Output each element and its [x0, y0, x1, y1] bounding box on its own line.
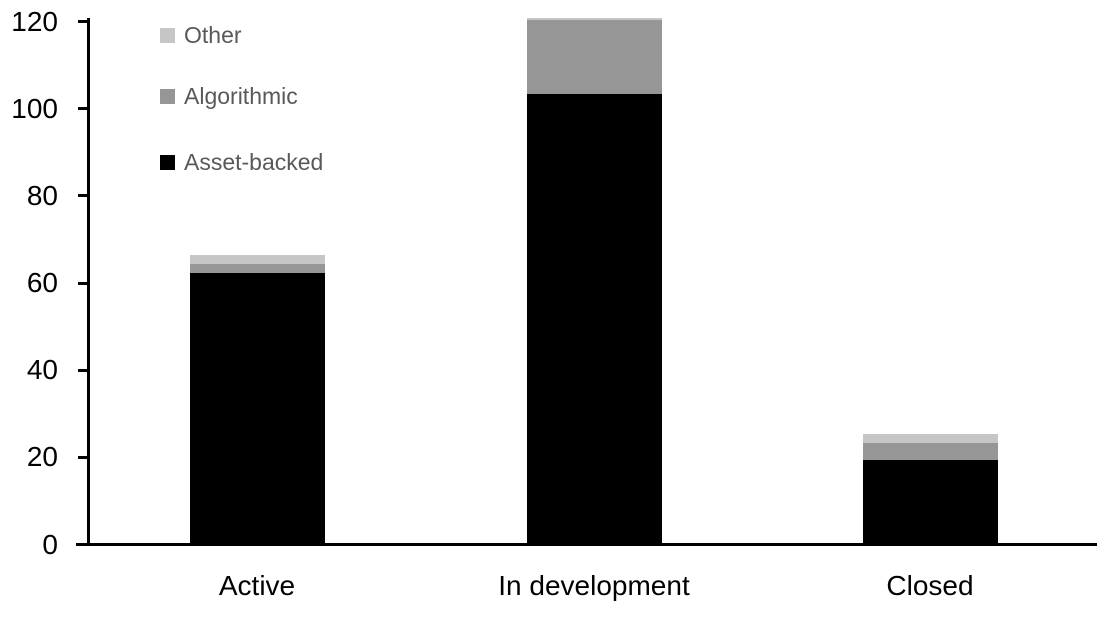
y-tick-mark-40: [78, 368, 87, 372]
y-axis-tick-label-120: 120: [11, 5, 58, 37]
y-axis-tick-label-100: 100: [11, 92, 58, 124]
y-axis-tick-label-80: 80: [26, 179, 58, 211]
x-axis-category-label-active: Active: [218, 570, 296, 601]
y-tick-mark-120: [78, 20, 87, 23]
bar-segment-active-other: [189, 255, 325, 265]
bar-segment-in-development-asset-backed: [526, 94, 662, 543]
bar-segment-in-development-other: [526, 17, 662, 20]
bar-segment-in-development-algorithmic: [526, 20, 662, 95]
x-axis-category-label-closed: Closed: [886, 570, 974, 601]
legend-item-algorithmic: Algorithmic: [160, 83, 298, 110]
y-tick-mark-100: [78, 107, 87, 111]
x-axis: [76, 543, 1097, 546]
legend-item-other: Other: [160, 22, 242, 49]
bar-segment-closed-other: [862, 434, 998, 443]
bar-segment-active-algorithmic: [189, 264, 325, 273]
y-axis-tick-label-60: 60: [26, 267, 58, 298]
legend-item-asset-backed: Asset-backed: [160, 149, 323, 176]
y-axis-tick-label-40: 40: [26, 354, 58, 386]
legend-label-algorithmic: Algorithmic: [184, 83, 298, 109]
y-axis-tick-label-0: 0: [42, 528, 58, 560]
y-tick-mark-0: [78, 543, 87, 546]
y-axis: [87, 18, 90, 546]
bar-segment-closed-asset-backed: [862, 460, 998, 543]
x-axis-category-label-in-development: In development: [498, 570, 690, 601]
legend-swatch-other: [160, 28, 175, 43]
bar-segment-closed-algorithmic: [862, 442, 998, 461]
legend-swatch-algorithmic: [160, 89, 175, 104]
y-axis-tick-label-20: 20: [26, 441, 58, 473]
legend-label-other: Other: [184, 22, 242, 48]
legend-swatch-asset-backed: [160, 155, 175, 170]
bar-segment-active-asset-backed: [189, 272, 325, 543]
y-tick-mark-20: [78, 455, 87, 459]
y-tick-mark-60: [78, 281, 87, 285]
y-tick-mark-80: [78, 194, 87, 198]
legend-label-asset-backed: Asset-backed: [184, 149, 324, 175]
